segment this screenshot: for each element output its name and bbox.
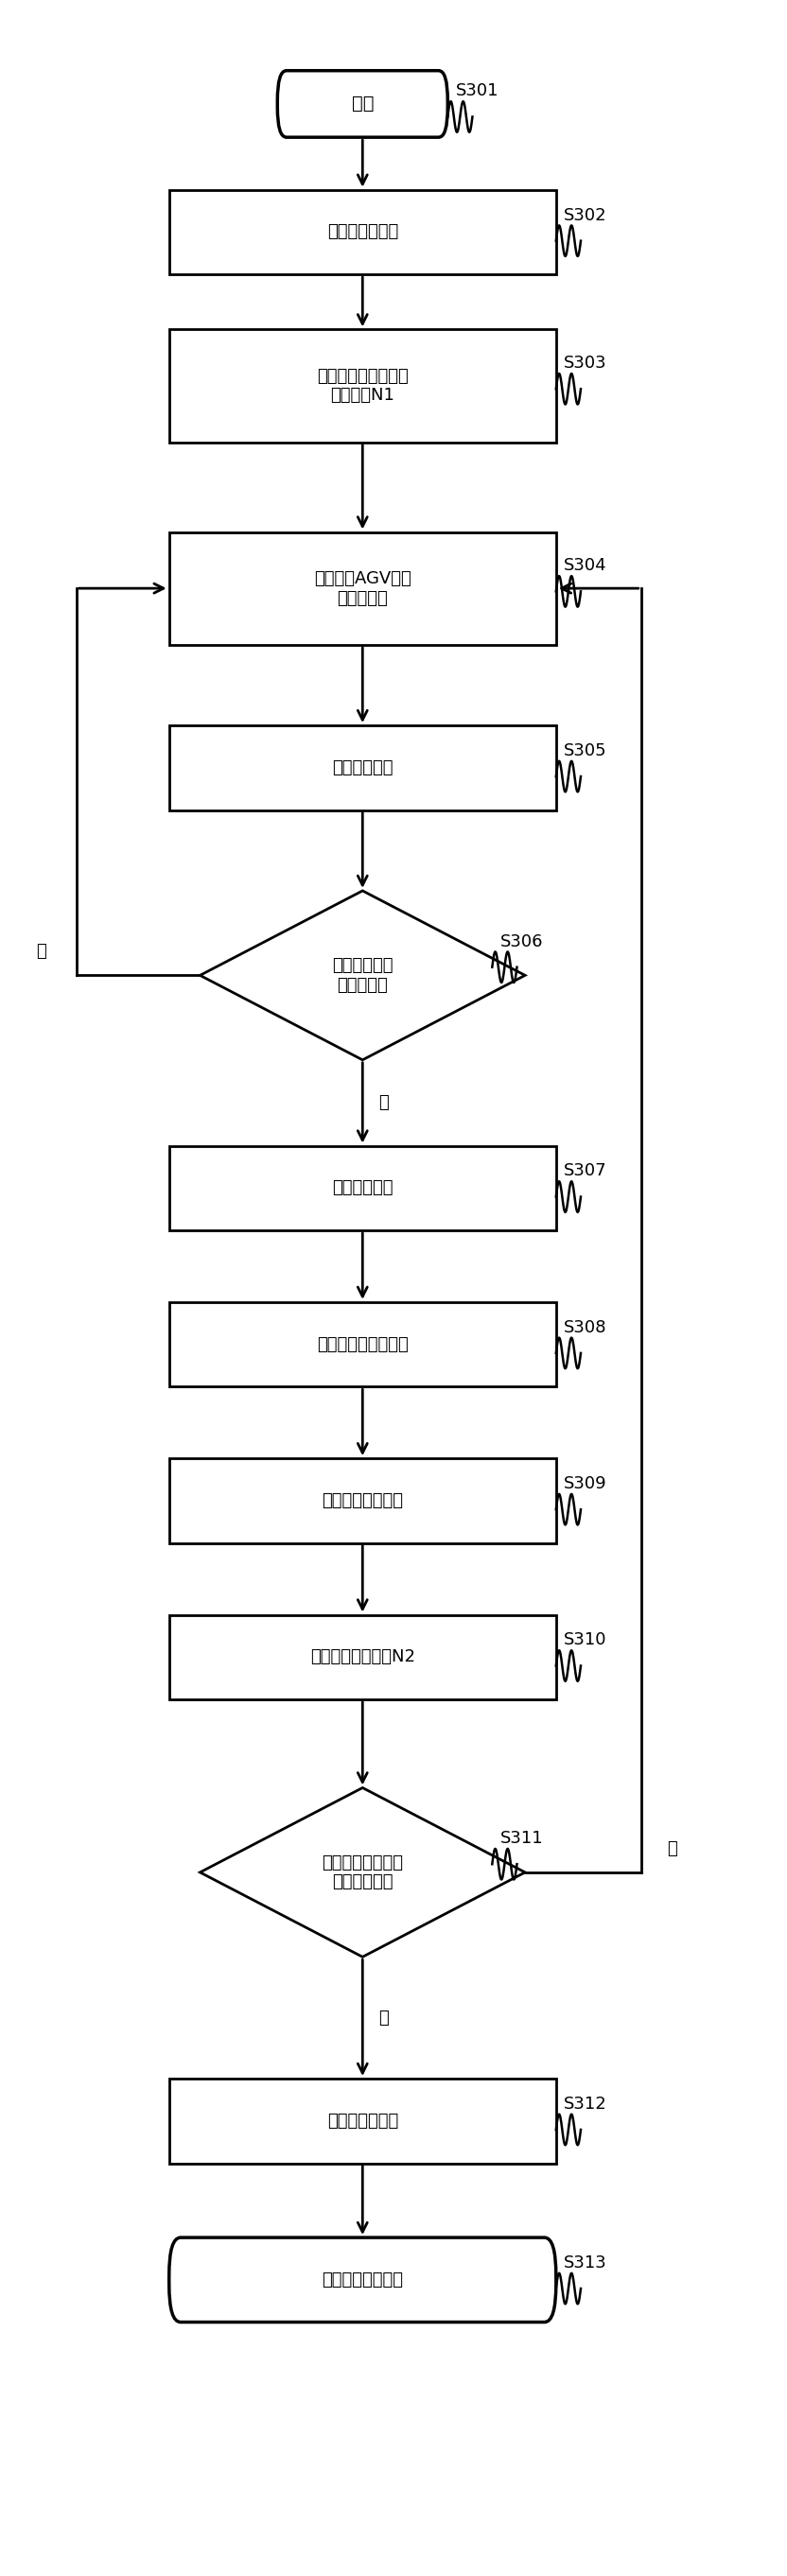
Text: 立面墙喷涂完成: 立面墙喷涂完成 [327, 2112, 398, 2130]
Bar [169, 726, 556, 809]
Bar [169, 1615, 556, 1700]
Bar [169, 1458, 556, 1543]
Text: S301: S301 [456, 82, 498, 100]
FancyBboxPatch shape [169, 2239, 556, 2321]
Text: 开始: 开始 [352, 95, 374, 113]
Text: S304: S304 [563, 556, 607, 574]
Bar [169, 1146, 556, 1231]
Text: S306: S306 [500, 933, 543, 951]
Polygon shape [200, 1788, 525, 1958]
Text: 喷涂完成列数计数N2: 喷涂完成列数计数N2 [310, 1649, 415, 1667]
Bar [169, 2079, 556, 2164]
Text: 转到其他喷涂模式: 转到其他喷涂模式 [322, 2272, 403, 2287]
Text: 启动喷涂系统: 启动喷涂系统 [332, 1180, 393, 1198]
Text: S313: S313 [563, 2254, 607, 2272]
Text: 启动立面墙喷涂: 启动立面墙喷涂 [327, 224, 398, 240]
Bar [169, 533, 556, 644]
Text: S310: S310 [563, 1631, 607, 1649]
Text: S312: S312 [563, 2094, 607, 2112]
Text: 否: 否 [667, 1839, 677, 1857]
Text: 机器人本体运动喷涂: 机器人本体运动喷涂 [317, 1337, 408, 1352]
Bar [169, 330, 556, 443]
Text: 启动底盘AGV运动
至目标位置: 启动底盘AGV运动 至目标位置 [314, 569, 411, 608]
Text: S307: S307 [563, 1162, 607, 1180]
Text: S308: S308 [563, 1319, 607, 1337]
Text: S305: S305 [563, 742, 607, 760]
Text: 是: 是 [378, 2009, 388, 2027]
Text: S309: S309 [563, 1476, 607, 1492]
Text: 自动统计喷涂立面墙
目标列数N1: 自动统计喷涂立面墙 目标列数N1 [317, 368, 408, 404]
Bar [169, 191, 556, 276]
Bar [169, 1301, 556, 1386]
Text: 否: 否 [36, 943, 46, 961]
Text: 是: 是 [378, 1095, 388, 1110]
Text: S311: S311 [500, 1829, 543, 1847]
Text: S302: S302 [563, 206, 607, 224]
FancyBboxPatch shape [278, 70, 448, 137]
Text: S303: S303 [563, 355, 607, 371]
Text: 目标位置是否
为喷涂位置: 目标位置是否 为喷涂位置 [332, 958, 393, 994]
Text: 完成列数是否等于
目标喷涂列数: 完成列数是否等于 目标喷涂列数 [322, 1855, 403, 1891]
Text: 目标位置喷涂完成: 目标位置喷涂完成 [322, 1492, 403, 1510]
Polygon shape [200, 891, 525, 1059]
Text: 到达目标位置: 到达目标位置 [332, 760, 393, 775]
